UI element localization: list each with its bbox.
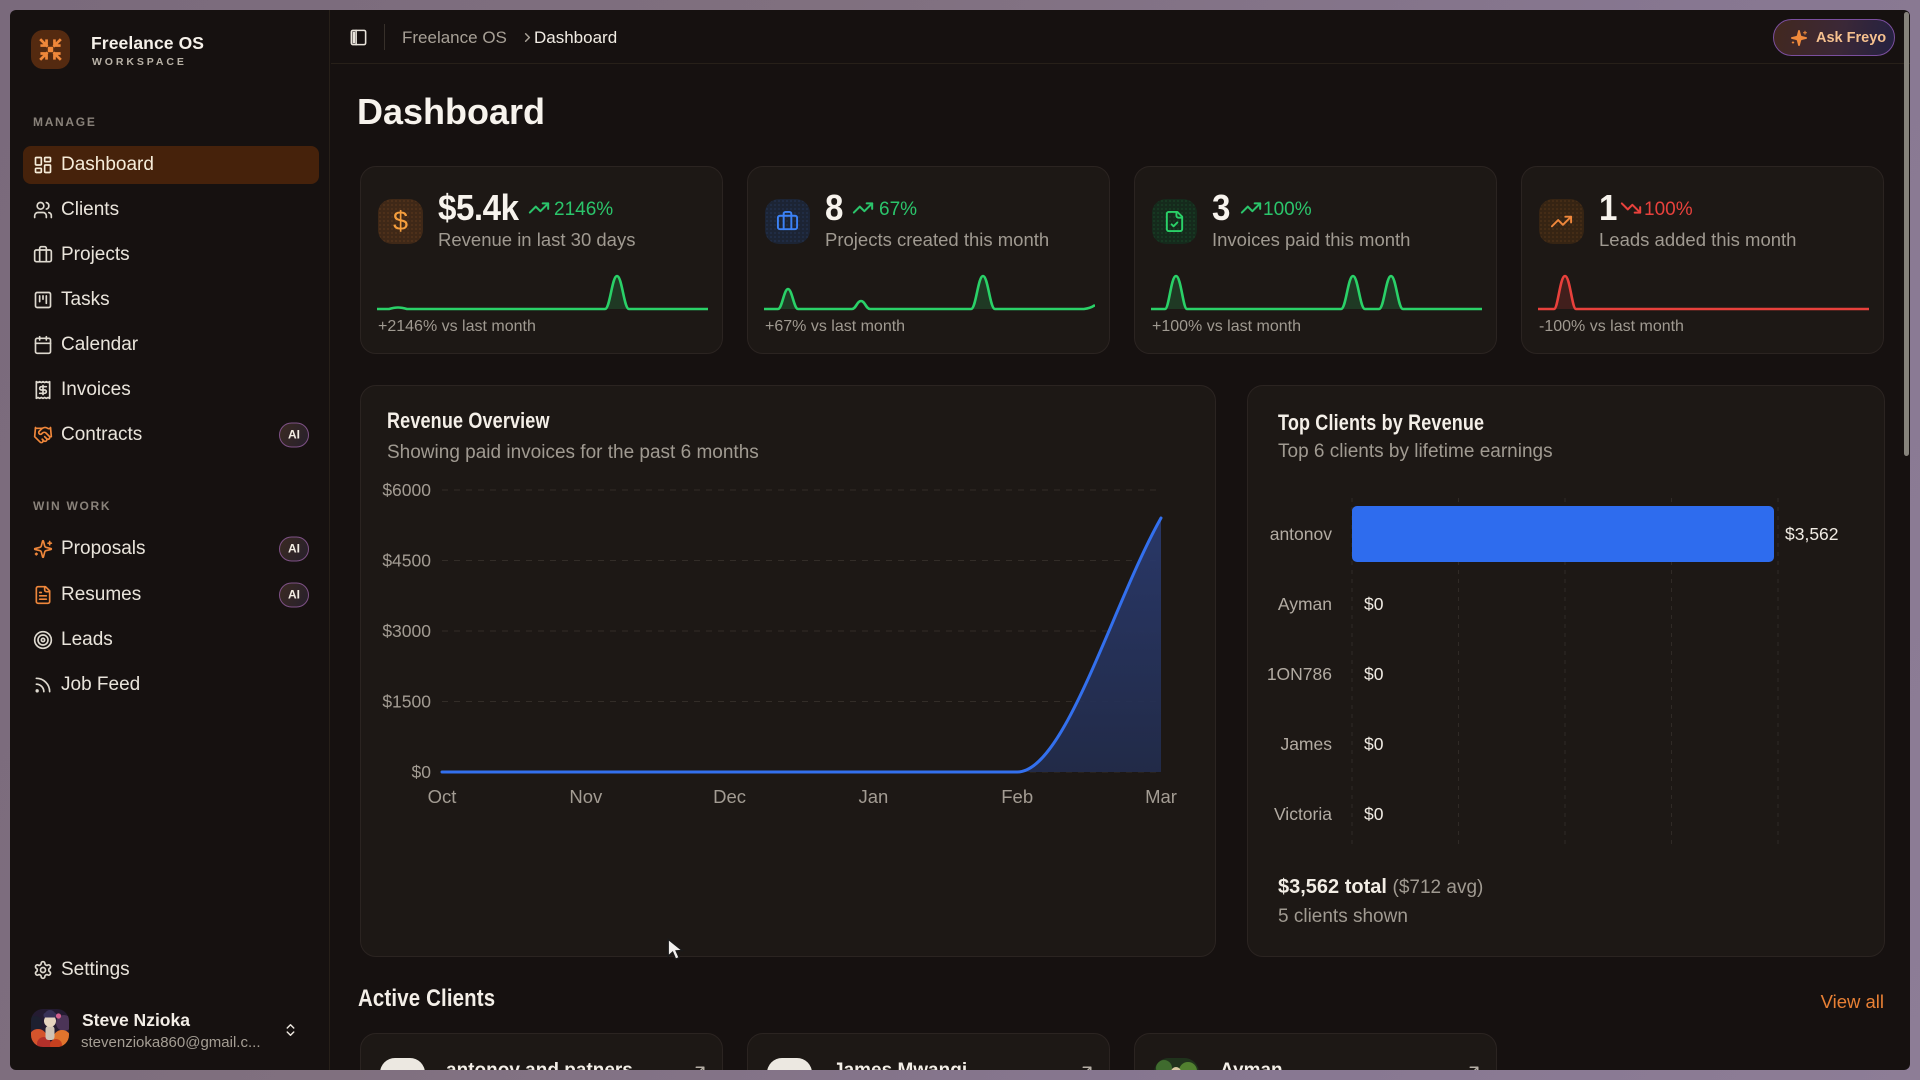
svg-text:Jan: Jan — [858, 786, 888, 807]
svg-text:Ayman: Ayman — [1278, 594, 1332, 614]
svg-text:$0: $0 — [1364, 734, 1384, 754]
svg-text:$4500: $4500 — [382, 551, 431, 571]
svg-text:$6000: $6000 — [382, 480, 431, 500]
svg-text:$3000: $3000 — [382, 621, 431, 641]
svg-text:antonov: antonov — [1270, 524, 1333, 544]
svg-text:$0: $0 — [1364, 664, 1384, 684]
svg-text:$0: $0 — [1364, 804, 1384, 824]
svg-text:Victoria: Victoria — [1274, 804, 1332, 824]
svg-text:$3,562: $3,562 — [1785, 524, 1839, 544]
svg-text:Dec: Dec — [713, 786, 746, 807]
svg-text:Feb: Feb — [1001, 786, 1033, 807]
svg-text:Nov: Nov — [569, 786, 603, 807]
svg-text:James: James — [1280, 734, 1332, 754]
svg-text:Mar: Mar — [1145, 786, 1177, 807]
svg-text:$0: $0 — [412, 762, 432, 782]
svg-text:$1500: $1500 — [382, 692, 431, 712]
svg-text:1ON786: 1ON786 — [1267, 664, 1332, 684]
svg-text:$0: $0 — [1364, 594, 1384, 614]
svg-text:Oct: Oct — [428, 786, 457, 807]
